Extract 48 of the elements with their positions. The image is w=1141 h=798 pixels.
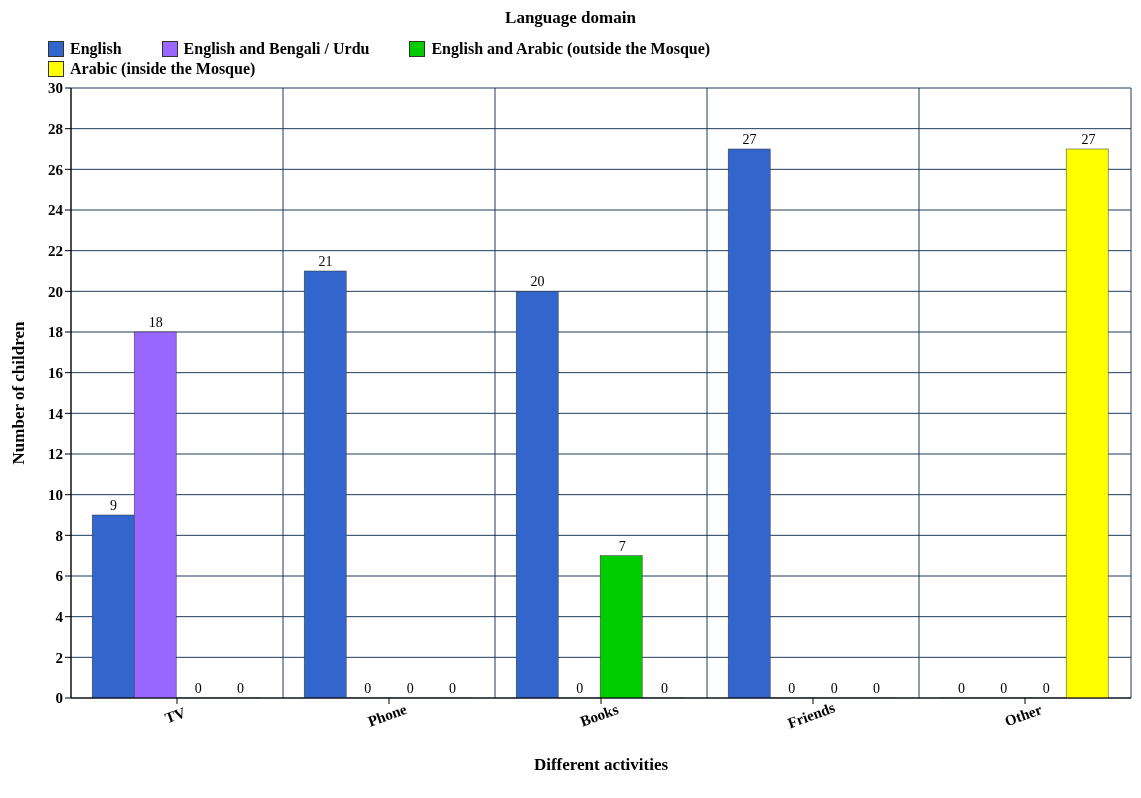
y-tick-label: 18 — [48, 324, 63, 341]
data-label: 0 — [957, 681, 965, 696]
y-tick-label: 28 — [48, 120, 63, 137]
y-tick-label: 26 — [48, 161, 64, 178]
data-label: 0 — [873, 681, 881, 696]
data-label: 0 — [830, 681, 838, 696]
data-label: 0 — [1000, 681, 1008, 696]
y-tick-label: 22 — [48, 242, 63, 259]
legend-label: Arabic (inside the Mosque) — [70, 60, 256, 78]
legend-label: English and Bengali / Urdu — [183, 40, 370, 58]
data-label: 7 — [618, 538, 626, 554]
legend-label: English — [70, 40, 122, 58]
x-tick-label: TV — [162, 704, 188, 727]
y-tick-label: 4 — [55, 608, 64, 625]
y-tick-label: 2 — [55, 649, 63, 666]
data-label: 0 — [661, 681, 669, 696]
data-label: 27 — [1081, 132, 1096, 147]
y-tick-label: 0 — [55, 690, 63, 707]
y-tick-label: 10 — [48, 486, 63, 503]
y-tick-label: 16 — [48, 364, 64, 381]
data-label: 0 — [788, 681, 796, 696]
y-tick-label: 20 — [48, 283, 63, 300]
y-tick-label: 24 — [48, 202, 64, 219]
data-label: 0 — [576, 681, 584, 696]
x-tick-label: Books — [578, 701, 621, 730]
y-tick-label: 30 — [48, 80, 63, 97]
data-label: 9 — [109, 498, 117, 513]
data-label: 0 — [449, 681, 457, 696]
data-label: 0 — [237, 681, 245, 696]
x-tick-label: Friends — [785, 699, 838, 732]
x-tick-label: Phone — [365, 700, 410, 730]
data-label: 18 — [148, 315, 163, 330]
x-axis-title: Different activities — [533, 755, 669, 774]
y-tick-label: 8 — [55, 527, 63, 544]
data-label: 21 — [318, 254, 333, 269]
chart-title: Language domain — [504, 8, 637, 29]
y-tick-label: 14 — [48, 405, 64, 422]
data-label: 27 — [742, 132, 757, 147]
data-label: 20 — [530, 274, 545, 290]
y-axis-title: Number of children — [9, 320, 29, 465]
x-tick-label: Other — [1002, 701, 1045, 730]
y-tick-label: 6 — [55, 568, 64, 585]
data-label: 0 — [364, 681, 372, 696]
y-tick-label: 12 — [48, 446, 63, 463]
data-label: 0 — [194, 681, 202, 696]
data-label: 0 — [1042, 681, 1050, 696]
legend-label: English and Arabic (outside the Mosque) — [431, 40, 711, 58]
data-label: 0 — [406, 681, 414, 696]
